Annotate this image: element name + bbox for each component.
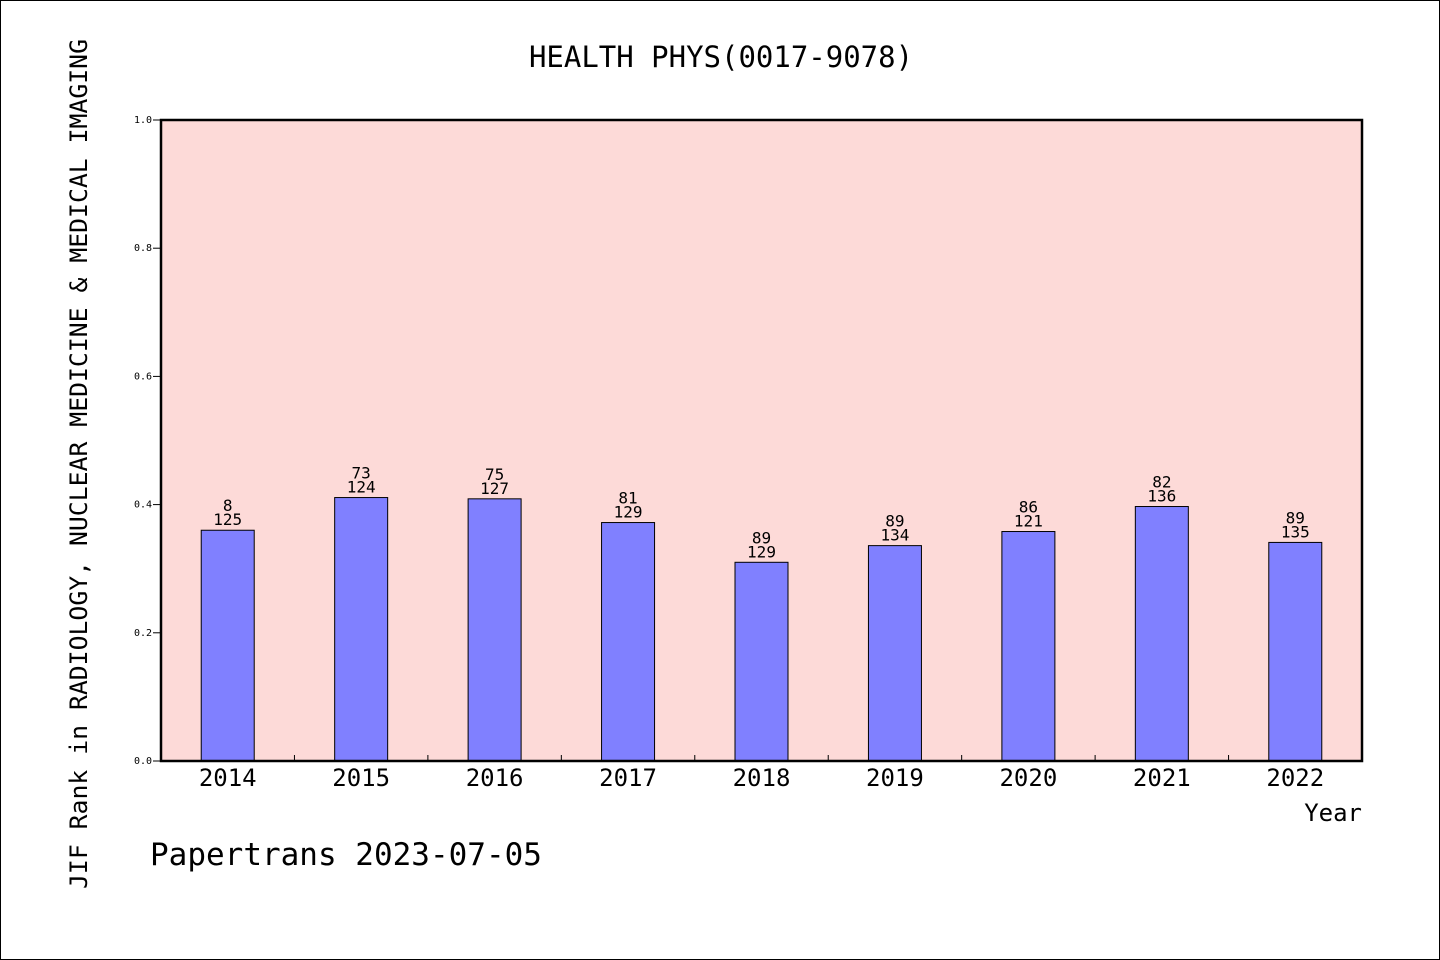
x-tick-label: 2022 <box>1266 764 1324 792</box>
bar-label-total: 124 <box>347 478 376 497</box>
bar-label-rank: 89 <box>752 528 771 547</box>
footer-credit: Papertrans 2023-07-05 <box>150 837 542 873</box>
bar-label-total: 121 <box>1014 512 1043 531</box>
bar-label-total: 127 <box>480 479 509 498</box>
bar-label-total: 129 <box>614 503 643 522</box>
x-tick-label: 2015 <box>332 764 390 792</box>
bar-label-rank: 81 <box>618 489 637 508</box>
data-label-group: 8125731247512781129891298913486121821368… <box>213 464 1309 562</box>
x-tick-label: 2018 <box>733 764 791 792</box>
bar <box>1268 541 1323 762</box>
chart-title: HEALTH PHYS(0017-9078) <box>529 40 913 74</box>
bar <box>1134 506 1189 762</box>
bar <box>867 545 922 762</box>
x-tick-label: 2021 <box>1133 764 1191 792</box>
bar-label-rank: 89 <box>885 512 904 531</box>
x-axis: 2014 2015 2016 2017 2018 2019 2020 2021 2022 <box>199 755 1324 792</box>
bar-label-total: 134 <box>880 526 909 545</box>
bar <box>601 522 656 762</box>
x-axis-label: Year <box>1304 799 1362 827</box>
y-tick-label: 0.4 <box>134 500 152 511</box>
x-tick-label: 2016 <box>466 764 524 792</box>
y-tick-label: 1.0 <box>134 115 152 126</box>
y-tick-label: 0.2 <box>134 628 152 639</box>
bar-group <box>200 497 1323 762</box>
bar-label-rank: 86 <box>1019 498 1038 517</box>
bar <box>1001 531 1056 762</box>
y-tick-label: 0.6 <box>134 371 152 382</box>
bar-label-rank: 8 <box>223 496 233 515</box>
x-tick-label: 2020 <box>999 764 1057 792</box>
bar <box>734 561 789 762</box>
bar-label-rank: 82 <box>1152 473 1171 492</box>
bar <box>200 529 255 762</box>
x-tick-label: 2019 <box>866 764 924 792</box>
x-tick-label: 2014 <box>199 764 257 792</box>
plot-frame <box>159 118 1364 763</box>
bar-label-total: 136 <box>1147 487 1176 506</box>
bar-label-total: 125 <box>213 510 242 529</box>
bar-label-rank: 89 <box>1286 508 1305 527</box>
bar-label-rank: 75 <box>485 465 504 484</box>
bar <box>467 498 522 762</box>
bar-label-total: 135 <box>1281 522 1310 541</box>
y-axis: 0.0 0.2 0.4 0.6 0.8 1.0 <box>134 115 161 767</box>
y-tick-label: 0.8 <box>134 243 152 254</box>
y-tick-label: 0.0 <box>134 756 152 767</box>
x-tick-label: 2017 <box>599 764 657 792</box>
bar-label-rank: 73 <box>352 464 371 483</box>
bar-label-total: 129 <box>747 542 776 561</box>
bar <box>334 497 389 762</box>
y-axis-label: JIF Rank in RADIOLOGY, NUCLEAR MEDICINE … <box>65 39 93 889</box>
